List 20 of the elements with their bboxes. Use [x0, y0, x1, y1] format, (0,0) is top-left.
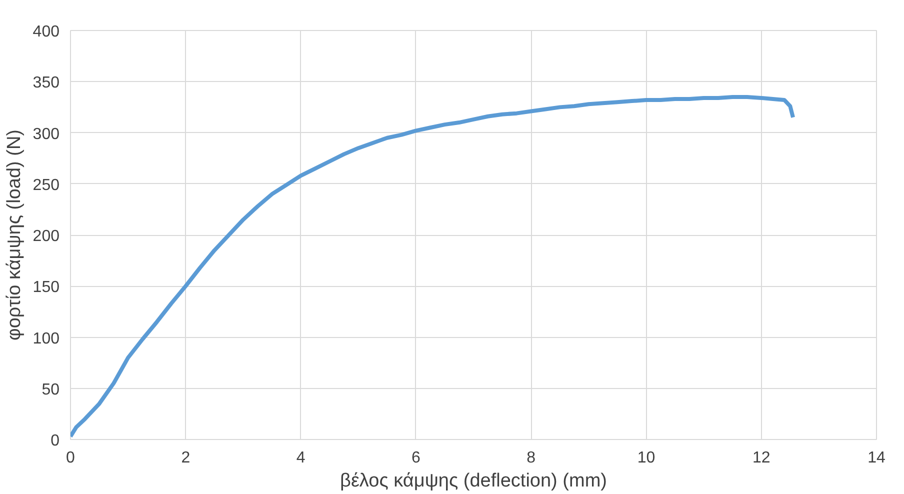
x-tick-label: 14 [868, 450, 886, 466]
y-tick-label: 400 [32, 24, 60, 40]
y-tick-label: 100 [32, 330, 60, 348]
x-tick-label: 4 [296, 450, 306, 466]
x-tick-label: 2 [181, 450, 190, 466]
y-tick-label: 350 [32, 74, 60, 92]
y-tick-label: 0 [50, 432, 60, 450]
line-series [70, 94, 796, 438]
x-tick-label: 12 [752, 450, 770, 466]
x-tick-label: 6 [411, 450, 420, 466]
y-axis-title: φορτίο κάμψης (load) (N) [4, 130, 25, 340]
y-tick-label: 300 [32, 126, 60, 143]
x-tick-label: 8 [526, 450, 536, 466]
y-tick-label: 50 [42, 381, 60, 398]
x-tick-label: 10 [637, 450, 656, 466]
x-axis-title: βέλος κάμψης (deflection) (mm) [340, 470, 607, 492]
y-tick-label: 150 [32, 279, 60, 296]
x-tick-label: 0 [66, 450, 76, 466]
y-tick-label: 200 [32, 228, 60, 245]
y-tick-label: 250 [32, 176, 60, 194]
